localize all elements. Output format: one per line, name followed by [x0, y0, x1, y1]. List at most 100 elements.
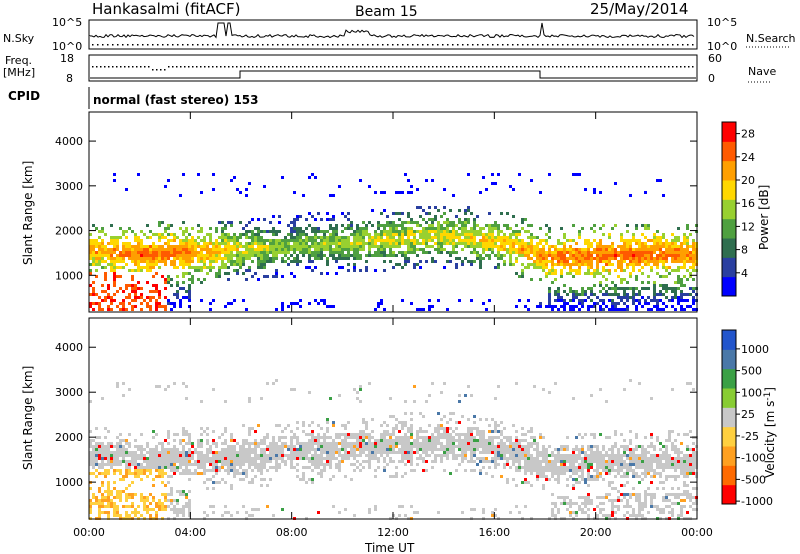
power-cell [548, 230, 551, 233]
power-cell [653, 281, 656, 284]
velocity-cell [221, 448, 224, 451]
power-cell [563, 302, 566, 305]
power-cell [185, 230, 188, 233]
power-cell [545, 254, 548, 257]
power-cell [623, 269, 626, 272]
power-cell [113, 179, 116, 182]
velocity-cell [239, 478, 242, 481]
velocity-cell [191, 454, 194, 457]
power-cell [137, 245, 140, 248]
power-cell [572, 257, 575, 260]
power-cell [263, 254, 266, 257]
velocity-cell [296, 469, 299, 472]
power-cell [644, 242, 647, 245]
velocity-cell [476, 427, 479, 430]
velocity-cell [143, 496, 146, 499]
power-cell [329, 254, 332, 257]
nave-dot [228, 66, 230, 68]
power-cell [542, 263, 545, 266]
power-cell [329, 305, 332, 308]
velocity-cell [386, 445, 389, 448]
power-cell [524, 254, 527, 257]
power-cell [320, 230, 323, 233]
power-cell [491, 182, 494, 185]
velocity-cell [518, 469, 521, 472]
velocity-cell [257, 424, 260, 427]
power-cell [221, 266, 224, 269]
power-cell [149, 263, 152, 266]
velocity-cell [317, 424, 320, 427]
power-cell [122, 230, 125, 233]
velocity-cell [455, 427, 458, 430]
velocity-cell [362, 460, 365, 463]
power-cell [101, 254, 104, 257]
power-cell [566, 251, 569, 254]
velocity-cell [386, 448, 389, 451]
colorbar-tick-label: 20 [741, 174, 755, 187]
power-cell [497, 245, 500, 248]
power-cell [368, 236, 371, 239]
power-cell [623, 245, 626, 248]
velocity-cell [119, 439, 122, 442]
velocity-cell [146, 466, 149, 469]
power-cell [167, 281, 170, 284]
velocity-cell [506, 445, 509, 448]
power-cell [95, 245, 98, 248]
power-cell [671, 287, 674, 290]
power-cell [404, 233, 407, 236]
velocity-cell [485, 448, 488, 451]
velocity-cell [95, 457, 98, 460]
velocity-cell [359, 463, 362, 466]
power-cell [530, 236, 533, 239]
power-cell [500, 242, 503, 245]
freq-label-2: [MHz] [3, 66, 35, 79]
velocity-cell [104, 496, 107, 499]
power-cell [149, 260, 152, 263]
power-cell [164, 281, 167, 284]
velocity-cell [563, 466, 566, 469]
power-cell [239, 242, 242, 245]
power-cell [155, 290, 158, 293]
power-cell [92, 260, 95, 263]
velocity-cell [179, 442, 182, 445]
power-cell [512, 215, 515, 218]
power-cell [587, 305, 590, 308]
power-cell [374, 230, 377, 233]
velocity-cell [170, 487, 173, 490]
velocity-cell [245, 454, 248, 457]
power-cell [314, 236, 317, 239]
power-cell [392, 233, 395, 236]
velocity-cell [107, 496, 110, 499]
power-cell [317, 248, 320, 251]
velocity-cell [239, 466, 242, 469]
power-cell [341, 224, 344, 227]
nave-dot [160, 69, 162, 71]
velocity-cell [257, 508, 260, 511]
velocity-cell [398, 439, 401, 442]
power-cell [185, 263, 188, 266]
power-cell [263, 275, 266, 278]
power-cell [293, 245, 296, 248]
velocity-cell [290, 439, 293, 442]
nave-dot [576, 66, 578, 68]
velocity-cell [551, 493, 554, 496]
power-cell [221, 233, 224, 236]
velocity-cell [410, 433, 413, 436]
power-cell [461, 263, 464, 266]
noise-dot [662, 44, 664, 46]
velocity-cell [275, 466, 278, 469]
power-cell [95, 242, 98, 245]
power-cell [350, 224, 353, 227]
power-cell [182, 281, 185, 284]
velocity-cell [203, 460, 206, 463]
nave-dot [144, 66, 146, 68]
velocity-cell [311, 421, 314, 424]
velocity-cell [101, 505, 104, 508]
power-cell [218, 221, 221, 224]
power-cell [431, 245, 434, 248]
power-cell [200, 299, 203, 302]
velocity-cell [173, 439, 176, 442]
velocity-cell [371, 451, 374, 454]
power-cell [296, 239, 299, 242]
power-cell [599, 299, 602, 302]
